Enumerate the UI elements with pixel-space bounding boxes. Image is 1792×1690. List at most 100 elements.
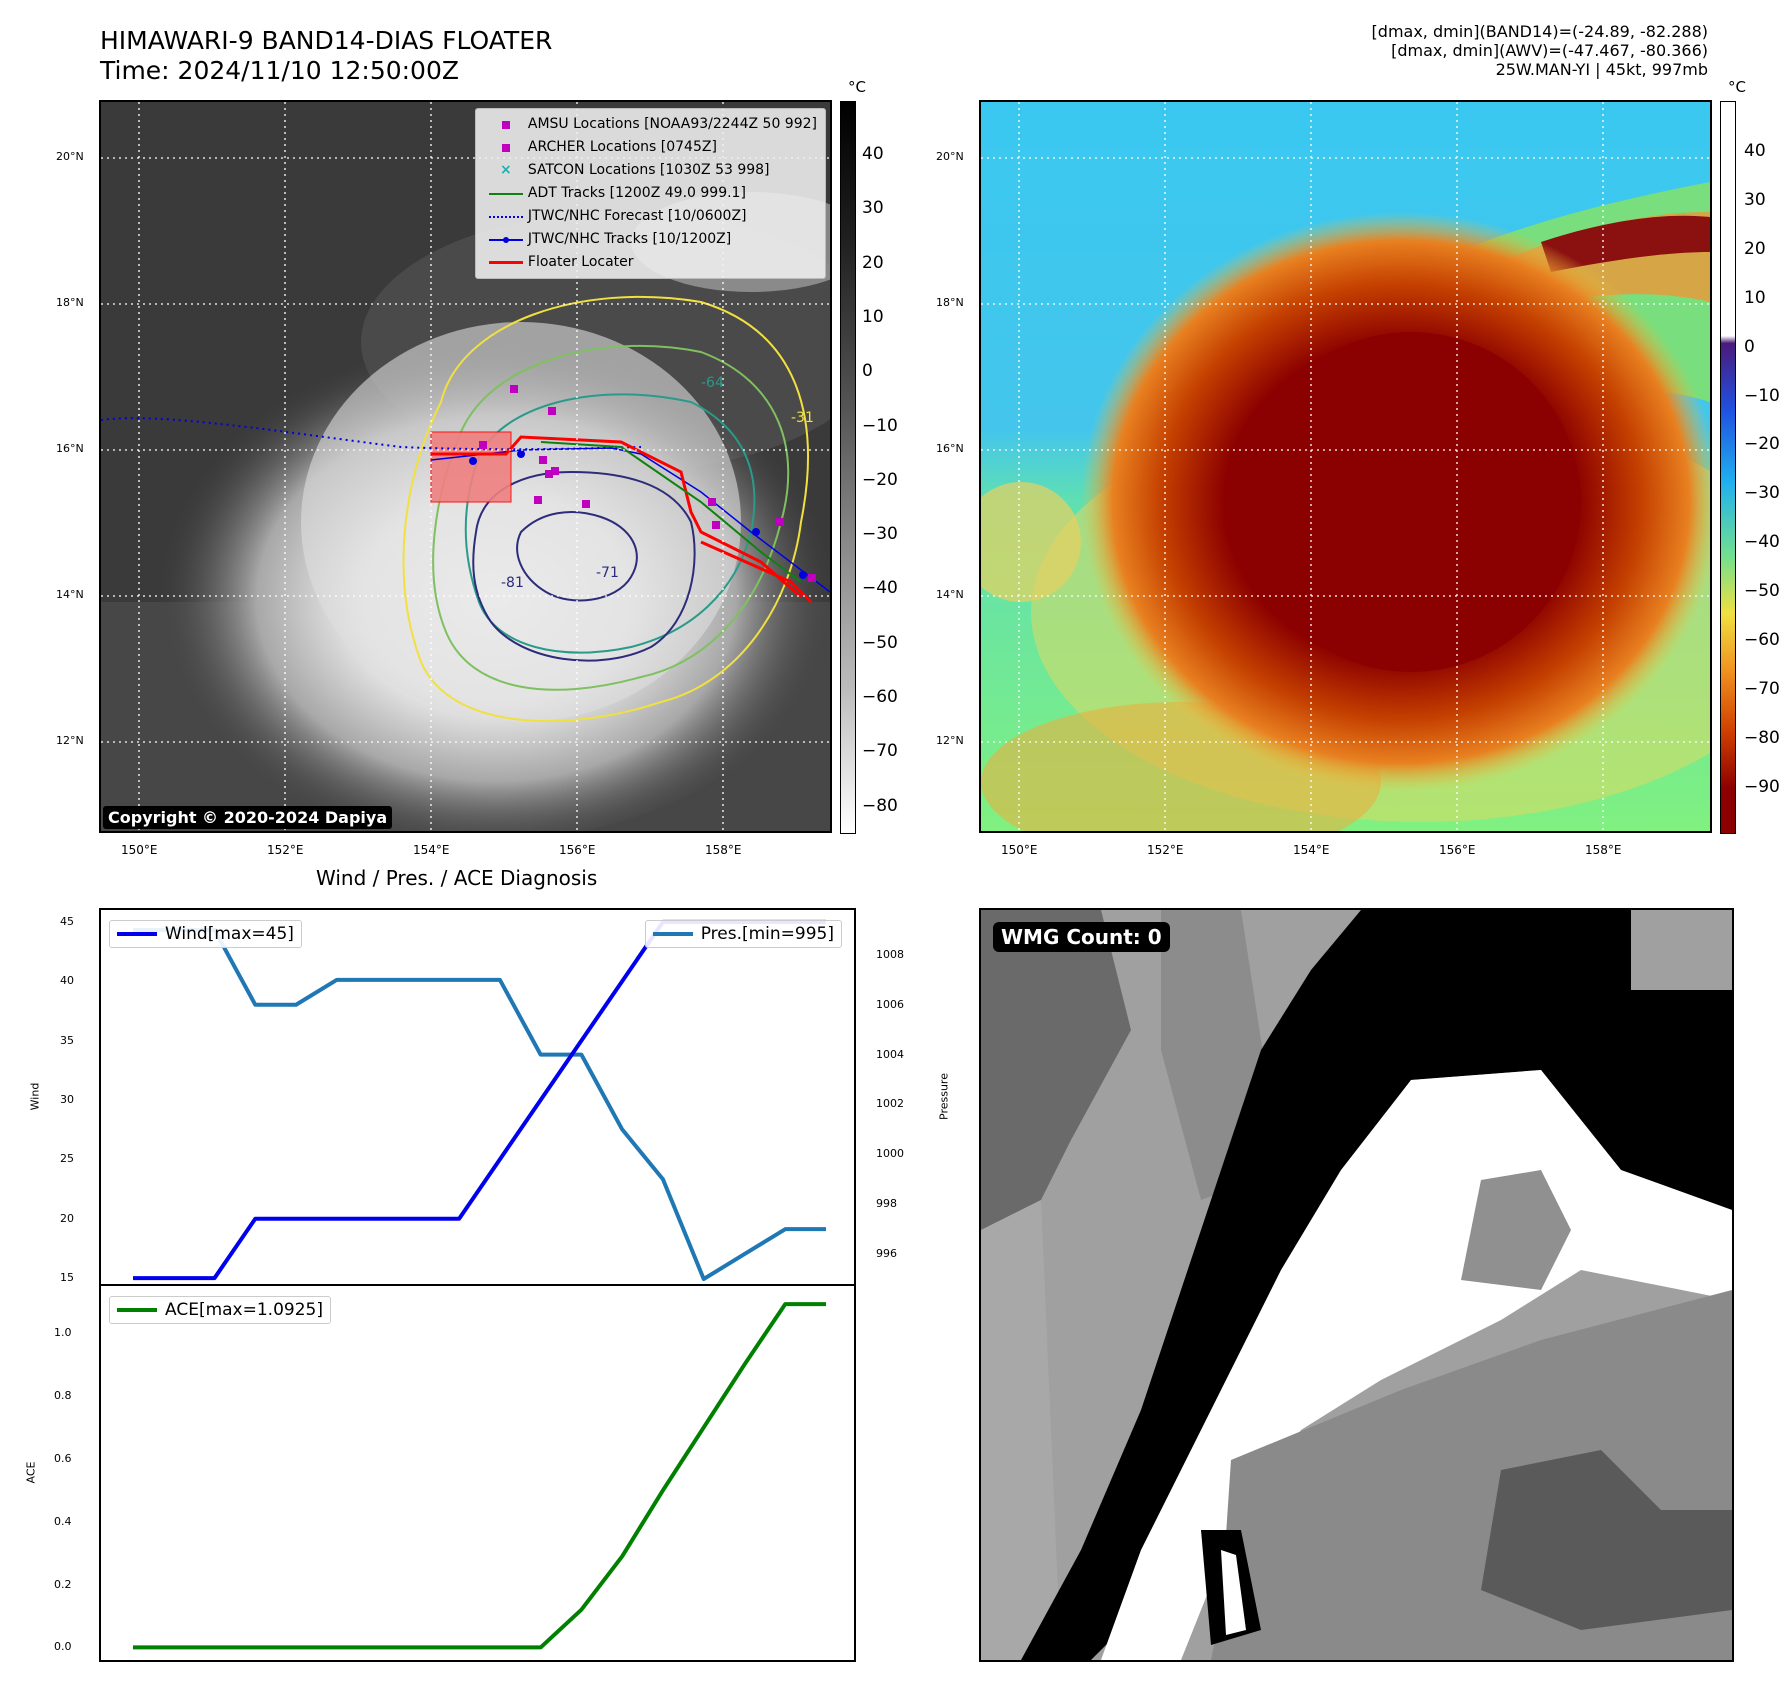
ir-lat-label: 12°N bbox=[56, 734, 84, 747]
ir-colorbar-tick: 20 bbox=[862, 252, 884, 273]
ace-ytick: 0.4 bbox=[54, 1514, 72, 1528]
awv-map-image bbox=[981, 102, 1710, 831]
ace-legend-swatch bbox=[117, 1308, 157, 1312]
awv-colorbar-tick: −80 bbox=[1744, 727, 1780, 748]
wind-legend-label: Wind[max=45] bbox=[165, 924, 294, 944]
awv-colorbar-tick: −90 bbox=[1744, 776, 1780, 797]
ir-colorbar-tick: −60 bbox=[862, 687, 898, 707]
pressure-ytick: 1004 bbox=[876, 1047, 904, 1061]
pressure-line bbox=[133, 927, 826, 1282]
ace-ytick: 0.8 bbox=[54, 1389, 72, 1402]
awv-colorbar-tick: −10 bbox=[1744, 385, 1780, 406]
awv-map-panel bbox=[979, 100, 1712, 833]
storm-info: 25W.MAN-YI | 45kt, 997mb bbox=[1495, 60, 1708, 79]
legend-item-adt: ADT Tracks [1200Z 49.0 999.1] bbox=[484, 182, 817, 205]
wind-ylabel: Wind bbox=[28, 1082, 42, 1111]
wind-ytick: 30 bbox=[60, 1092, 74, 1106]
ace-line bbox=[133, 1302, 826, 1650]
ace-ytick: 0.0 bbox=[54, 1640, 72, 1654]
ir-lon-label: 156°E bbox=[559, 843, 596, 857]
legend-item-jtwc-tracks: JTWC/NHC Tracks [10/1200Z] bbox=[484, 228, 817, 251]
ir-colorbar-tick: 0 bbox=[862, 361, 873, 382]
awv-lon-label: 158°E bbox=[1585, 843, 1622, 857]
wind-pressure-svg bbox=[133, 919, 826, 1282]
copyright-badge: Copyright © 2020-2024 Dapiya bbox=[103, 806, 393, 829]
wind-legend: Wind[max=45] bbox=[109, 920, 302, 948]
ir-lon-label: 154°E bbox=[413, 843, 450, 857]
awv-lat-label: 12°N bbox=[936, 734, 964, 747]
wind-ytick: 15 bbox=[60, 1271, 74, 1285]
awv-lon-label: 152°E bbox=[1147, 843, 1184, 857]
ir-colorbar-tick: −70 bbox=[862, 741, 898, 762]
ace-ytick: 0.6 bbox=[54, 1451, 72, 1465]
ace-legend: ACE[max=1.0925] bbox=[109, 1296, 331, 1324]
contour-label-81: -81 bbox=[501, 575, 524, 591]
ir-map-panel: -81 -71 -64 -31 AMSU Locations [NOAA93/2… bbox=[99, 100, 832, 833]
pressure-ylabel: Pressure bbox=[937, 1073, 951, 1120]
ace-plot: ACE[max=1.0925] bbox=[99, 1284, 856, 1662]
pressure-legend-label: Pres.[min=995] bbox=[700, 924, 834, 944]
awv-colorbar bbox=[1720, 101, 1736, 834]
page-subtitle-time: Time: 2024/11/10 12:50:00Z bbox=[100, 56, 459, 85]
ir-colorbar-unit: °C bbox=[848, 78, 866, 96]
awv-colorbar-tick: 30 bbox=[1744, 189, 1766, 210]
ir-colorbar-tick: 10 bbox=[862, 306, 884, 327]
awv-colorbar-tick: 0 bbox=[1744, 336, 1755, 357]
ir-lat-label: 16°N bbox=[56, 442, 84, 455]
awv-colorbar-tick: 10 bbox=[1744, 287, 1766, 308]
awv-lon-label: 156°E bbox=[1439, 843, 1476, 857]
legend-item-satcon: × SATCON Locations [1030Z 53 998] bbox=[500, 162, 770, 178]
ir-lon-label: 152°E bbox=[267, 843, 304, 857]
ir-colorbar-tick: −30 bbox=[862, 524, 898, 545]
pressure-ytick: 996 bbox=[876, 1247, 897, 1261]
ace-svg bbox=[133, 1302, 826, 1650]
wind-line bbox=[133, 919, 826, 1281]
contour-label-31: -31 bbox=[791, 410, 814, 426]
header-right-info: [dmax, dmin](BAND14)=(-24.89, -82.288) [… bbox=[1372, 22, 1708, 79]
pressure-legend-swatch bbox=[652, 932, 693, 936]
awv-lat-label: 20°N bbox=[936, 150, 964, 163]
ir-lon-label: 150°E bbox=[121, 843, 158, 857]
ace-ytick: 1.0 bbox=[54, 1326, 72, 1340]
wmg-count-badge: WMG Count: 0 bbox=[993, 922, 1170, 952]
wind-legend-swatch bbox=[117, 932, 157, 936]
awv-colorbar-unit: °C bbox=[1728, 78, 1746, 96]
ir-colorbar-tick: 40 bbox=[862, 144, 884, 164]
ir-lon-label: 158°E bbox=[705, 843, 742, 857]
wind-ytick: 45 bbox=[60, 914, 74, 928]
awv-lon-label: 154°E bbox=[1293, 843, 1330, 857]
wmg-image bbox=[981, 910, 1732, 1660]
page-title: HIMAWARI-9 BAND14-DIAS FLOATER bbox=[100, 26, 553, 55]
pressure-ytick: 1002 bbox=[876, 1097, 904, 1111]
legend-item-amsu: AMSU Locations [NOAA93/2244Z 50 992] bbox=[484, 113, 817, 136]
pressure-ytick: 1008 bbox=[876, 947, 904, 961]
wind-pressure-plot: Wind[max=45] Pres.[min=995] bbox=[99, 908, 856, 1286]
ir-legend: AMSU Locations [NOAA93/2244Z 50 992] ARC… bbox=[474, 108, 826, 279]
awv-colorbar-tick: 40 bbox=[1744, 141, 1766, 161]
awv-lat-label: 16°N bbox=[936, 442, 964, 455]
ace-ylabel: ACE bbox=[24, 1461, 38, 1484]
ir-colorbar bbox=[840, 101, 856, 834]
ir-colorbar-tick: −10 bbox=[862, 415, 898, 436]
ir-colorbar-tick: 30 bbox=[862, 198, 884, 219]
wind-ytick: 40 bbox=[60, 974, 74, 988]
awv-colorbar-tick: 20 bbox=[1744, 238, 1766, 259]
contour-label-71: -71 bbox=[596, 565, 619, 581]
awv-colorbar-tick: −20 bbox=[1744, 434, 1780, 455]
ace-ytick: 0.2 bbox=[54, 1577, 72, 1591]
legend-item-floater: Floater Locater bbox=[484, 251, 817, 274]
awv-lon-label: 150°E bbox=[1001, 843, 1038, 857]
awv-lat-label: 14°N bbox=[936, 588, 964, 601]
awv-colorbar-tick: −40 bbox=[1744, 532, 1780, 553]
legend-item-forecast: JTWC/NHC Forecast [10/0600Z] bbox=[484, 205, 817, 228]
awv-colorbar-tick: −30 bbox=[1744, 483, 1780, 504]
wind-ytick: 25 bbox=[60, 1152, 74, 1166]
wind-ytick: 20 bbox=[60, 1211, 74, 1225]
contour-label-64: -64 bbox=[701, 375, 724, 391]
diagnosis-title: Wind / Pres. / ACE Diagnosis bbox=[316, 866, 598, 890]
awv-colorbar-tick: −50 bbox=[1744, 581, 1780, 602]
pressure-ytick: 1006 bbox=[876, 997, 904, 1011]
awv-lat-label: 18°N bbox=[936, 296, 964, 309]
ir-colorbar-tick: −80 bbox=[862, 795, 898, 816]
awv-colorbar-tick: −70 bbox=[1744, 678, 1780, 699]
